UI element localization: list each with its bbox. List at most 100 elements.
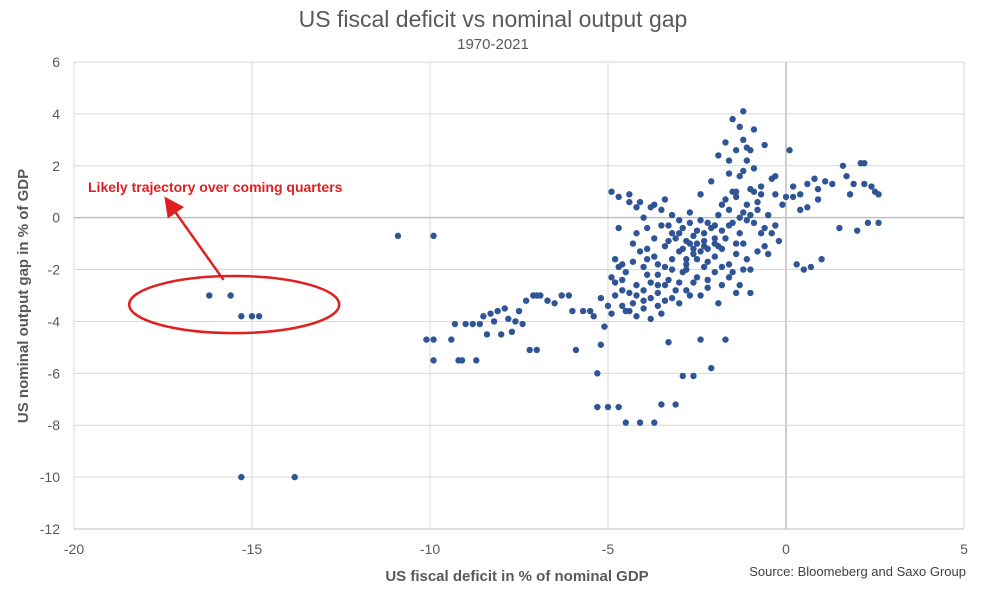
data-point xyxy=(651,253,658,260)
data-point xyxy=(651,235,658,242)
data-point xyxy=(615,224,622,232)
data-point xyxy=(238,473,245,481)
data-point xyxy=(633,313,640,320)
data-point xyxy=(643,255,651,263)
data-point xyxy=(661,297,669,304)
data-point xyxy=(797,206,804,214)
data-point xyxy=(854,227,861,234)
data-point xyxy=(633,292,640,299)
data-point xyxy=(804,204,811,211)
data-point xyxy=(672,287,679,294)
data-point xyxy=(590,313,597,320)
data-point xyxy=(725,274,733,281)
x-tick-label: -15 xyxy=(242,541,262,557)
data-point xyxy=(658,310,665,317)
y-tick-label: -2 xyxy=(48,262,61,278)
data-point xyxy=(700,237,708,245)
data-point xyxy=(227,292,234,299)
data-point xyxy=(654,302,662,310)
data-point xyxy=(654,271,662,278)
data-point xyxy=(451,320,459,328)
data-point xyxy=(636,419,644,426)
data-point xyxy=(843,172,850,180)
chart-subtitle: 1970-2021 xyxy=(457,36,529,53)
data-point xyxy=(704,284,711,291)
data-point xyxy=(291,473,298,481)
data-point xyxy=(729,219,736,227)
data-point xyxy=(750,126,758,133)
data-point xyxy=(700,230,708,237)
data-point xyxy=(690,279,697,286)
data-point xyxy=(693,255,701,263)
data-point xyxy=(651,201,658,208)
data-point xyxy=(672,401,679,408)
data-point xyxy=(747,266,754,273)
data-point xyxy=(594,403,601,411)
data-point xyxy=(740,136,747,144)
data-point xyxy=(683,261,690,268)
data-point xyxy=(604,302,612,310)
data-point xyxy=(487,310,494,317)
data-point xyxy=(765,211,772,219)
data-point xyxy=(765,250,772,258)
data-point xyxy=(248,313,256,320)
data-point xyxy=(494,307,501,315)
data-point xyxy=(818,255,825,263)
data-point xyxy=(836,224,843,232)
data-point xyxy=(423,336,430,343)
data-point xyxy=(394,232,402,240)
data-point xyxy=(740,266,747,273)
data-point xyxy=(750,165,758,172)
x-tick-label: 5 xyxy=(960,541,968,557)
data-point xyxy=(665,276,672,284)
data-point xyxy=(736,172,743,180)
data-point xyxy=(643,224,651,232)
data-point xyxy=(654,289,662,297)
data-point xyxy=(683,266,690,273)
data-point xyxy=(704,258,711,265)
data-point xyxy=(676,230,683,237)
data-point xyxy=(636,198,644,206)
x-tick-label: -10 xyxy=(420,541,440,557)
data-point xyxy=(697,292,704,299)
source-note: Source: Bloomeberg and Saxo Group xyxy=(749,564,966,579)
data-point xyxy=(608,188,615,195)
data-point xyxy=(647,294,654,302)
data-point xyxy=(743,217,751,224)
data-point xyxy=(661,243,669,250)
data-point xyxy=(679,372,686,380)
data-point xyxy=(700,263,708,271)
data-point xyxy=(839,162,847,169)
data-point xyxy=(811,175,818,182)
data-point xyxy=(779,201,786,208)
data-point xyxy=(594,370,601,377)
data-point xyxy=(757,183,765,190)
data-point xyxy=(757,230,765,237)
data-point xyxy=(861,180,868,188)
data-point xyxy=(729,188,736,195)
data-point xyxy=(861,159,868,167)
data-point xyxy=(715,300,722,307)
data-point xyxy=(473,357,480,364)
data-point xyxy=(533,346,540,354)
data-point xyxy=(732,289,740,297)
y-tick-label: 6 xyxy=(52,54,60,70)
data-point xyxy=(750,219,758,227)
y-tick-label: -12 xyxy=(40,521,60,537)
chart-title: US fiscal deficit vs nominal output gap xyxy=(298,6,688,32)
data-point xyxy=(458,357,466,364)
data-point xyxy=(619,287,626,294)
data-point xyxy=(643,271,651,278)
data-point xyxy=(697,217,704,224)
data-point xyxy=(725,157,733,164)
data-point xyxy=(633,204,640,211)
data-point xyxy=(615,403,622,411)
data-point xyxy=(512,318,519,325)
data-point xyxy=(611,255,619,263)
data-point xyxy=(686,240,694,247)
data-point xyxy=(661,281,669,289)
data-point xyxy=(729,268,736,276)
data-point xyxy=(807,263,815,271)
data-point xyxy=(658,206,665,214)
